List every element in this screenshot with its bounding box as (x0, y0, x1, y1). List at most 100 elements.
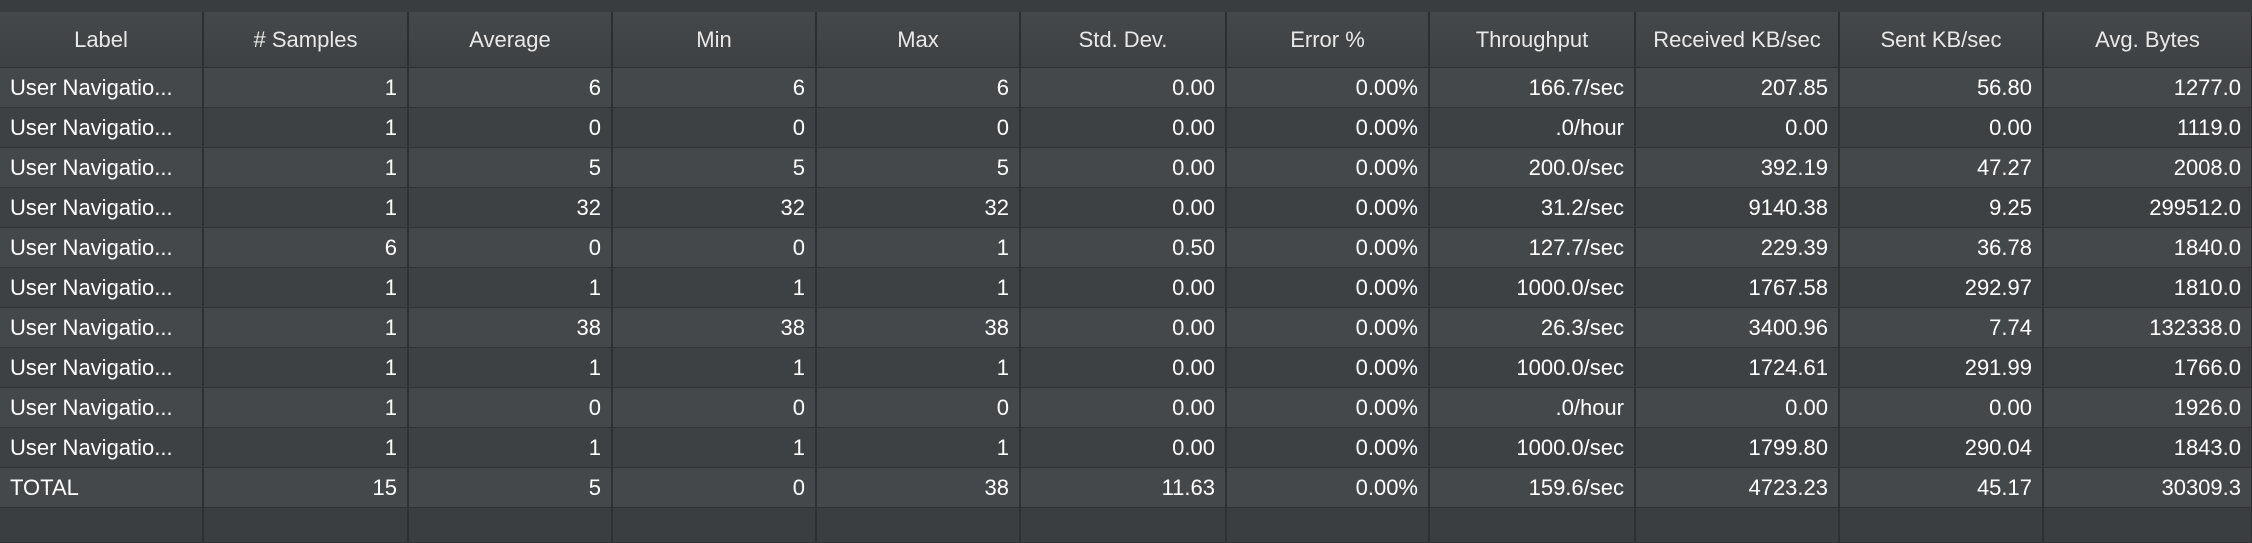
cell-samples[interactable]: 1 (203, 387, 409, 428)
cell-min[interactable]: 0 (612, 467, 817, 508)
cell-std-dev[interactable]: 0.00 (1020, 427, 1227, 468)
cell-error-percent[interactable]: 0.00% (1226, 267, 1430, 308)
cell-throughput[interactable]: 166.7/sec (1429, 67, 1636, 108)
cell-throughput[interactable]: 127.7/sec (1429, 227, 1636, 268)
cell-avg-bytes[interactable]: 1840.0 (2043, 227, 2252, 268)
cell-average[interactable]: 0 (408, 107, 613, 148)
cell-max[interactable]: 1 (816, 347, 1021, 388)
cell-samples[interactable]: 1 (203, 307, 409, 348)
cell-received-kb-sec[interactable]: 1724.61 (1635, 347, 1840, 388)
cell-error-percent[interactable]: 0.00% (1226, 387, 1430, 428)
cell-min[interactable]: 6 (612, 67, 817, 108)
cell-label[interactable]: User Navigatio... (0, 67, 204, 108)
cell-std-dev[interactable]: 0.00 (1020, 387, 1227, 428)
cell-throughput[interactable]: 159.6/sec (1429, 467, 1636, 508)
cell-sent-kb-sec[interactable]: 0.00 (1839, 107, 2044, 148)
cell-std-dev[interactable]: 11.63 (1020, 467, 1227, 508)
cell-samples[interactable]: 1 (203, 107, 409, 148)
cell-average[interactable]: 5 (408, 467, 613, 508)
cell-avg-bytes[interactable]: 132338.0 (2043, 307, 2252, 348)
table-row-total[interactable]: TOTAL 15 5 0 38 11.63 0.00% 159.6/sec 4723.23 45.… (0, 467, 2252, 508)
column-header-sent-kb-sec[interactable]: Sent KB/sec (1839, 12, 2044, 68)
cell-received-kb-sec[interactable]: 1799.80 (1635, 427, 1840, 468)
table-row[interactable]: User Navigatio... 1 38 38 38 0.00 0.00% 26.3/se… (0, 307, 2252, 348)
table-row[interactable]: User Navigatio... 1 6 6 6 0.00 0.00% 166.7/sec 2… (0, 67, 2252, 108)
cell-received-kb-sec[interactable]: 229.39 (1635, 227, 1840, 268)
table-row[interactable]: User Navigatio... 1 1 1 1 0.00 0.00% 1000.0/sec… (0, 347, 2252, 388)
cell-max[interactable]: 32 (816, 187, 1021, 228)
cell-label[interactable]: User Navigatio... (0, 267, 204, 308)
cell-average[interactable]: 32 (408, 187, 613, 228)
cell-received-kb-sec[interactable]: 392.19 (1635, 147, 1840, 188)
cell-max[interactable]: 0 (816, 107, 1021, 148)
cell-min[interactable]: 32 (612, 187, 817, 228)
cell-std-dev[interactable]: 0.50 (1020, 227, 1227, 268)
cell-min[interactable]: 0 (612, 387, 817, 428)
table-row[interactable]: User Navigatio... 1 0 0 0 0.00 0.00% .0/hour 0.0… (0, 107, 2252, 148)
cell-min[interactable]: 1 (612, 267, 817, 308)
cell-min[interactable]: 0 (612, 227, 817, 268)
cell-average[interactable]: 38 (408, 307, 613, 348)
column-header-error-percent[interactable]: Error % (1226, 12, 1430, 68)
cell-samples[interactable]: 1 (203, 427, 409, 468)
cell-std-dev[interactable]: 0.00 (1020, 307, 1227, 348)
cell-std-dev[interactable]: 0.00 (1020, 267, 1227, 308)
cell-avg-bytes[interactable]: 1119.0 (2043, 107, 2252, 148)
cell-min[interactable]: 1 (612, 347, 817, 388)
cell-throughput[interactable]: 26.3/sec (1429, 307, 1636, 348)
cell-sent-kb-sec[interactable]: 290.04 (1839, 427, 2044, 468)
cell-received-kb-sec[interactable]: 207.85 (1635, 67, 1840, 108)
table-row[interactable]: User Navigatio... 1 1 1 1 0.00 0.00% 1000.0/sec… (0, 427, 2252, 468)
cell-label[interactable]: User Navigatio... (0, 387, 204, 428)
cell-label[interactable]: User Navigatio... (0, 307, 204, 348)
cell-label[interactable]: User Navigatio... (0, 427, 204, 468)
cell-average[interactable]: 1 (408, 347, 613, 388)
cell-std-dev[interactable]: 0.00 (1020, 107, 1227, 148)
cell-sent-kb-sec[interactable]: 9.25 (1839, 187, 2044, 228)
table-row[interactable]: User Navigatio... 1 32 32 32 0.00 0.00% 31.2/se… (0, 187, 2252, 228)
column-header-label[interactable]: Label (0, 12, 204, 68)
cell-sent-kb-sec[interactable]: 45.17 (1839, 467, 2044, 508)
cell-sent-kb-sec[interactable]: 0.00 (1839, 387, 2044, 428)
cell-max[interactable]: 38 (816, 467, 1021, 508)
cell-throughput[interactable]: 1000.0/sec (1429, 427, 1636, 468)
cell-throughput[interactable]: 1000.0/sec (1429, 347, 1636, 388)
cell-sent-kb-sec[interactable]: 292.97 (1839, 267, 2044, 308)
cell-std-dev[interactable]: 0.00 (1020, 347, 1227, 388)
cell-avg-bytes[interactable]: 30309.3 (2043, 467, 2252, 508)
cell-avg-bytes[interactable]: 1277.0 (2043, 67, 2252, 108)
column-header-avg-bytes[interactable]: Avg. Bytes (2043, 12, 2252, 68)
cell-average[interactable]: 5 (408, 147, 613, 188)
cell-received-kb-sec[interactable]: 1767.58 (1635, 267, 1840, 308)
cell-average[interactable]: 6 (408, 67, 613, 108)
cell-max[interactable]: 1 (816, 427, 1021, 468)
cell-sent-kb-sec[interactable]: 36.78 (1839, 227, 2044, 268)
cell-average[interactable]: 0 (408, 387, 613, 428)
column-header-throughput[interactable]: Throughput (1429, 12, 1636, 68)
cell-throughput[interactable]: 31.2/sec (1429, 187, 1636, 228)
cell-received-kb-sec[interactable]: 0.00 (1635, 387, 1840, 428)
table-row[interactable]: User Navigatio... 1 1 1 1 0.00 0.00% 1000.0/sec… (0, 267, 2252, 308)
column-header-received-kb-sec[interactable]: Received KB/sec (1635, 12, 1840, 68)
column-header-samples[interactable]: # Samples (203, 12, 409, 68)
cell-label[interactable]: User Navigatio... (0, 227, 204, 268)
cell-min[interactable]: 5 (612, 147, 817, 188)
cell-throughput[interactable]: .0/hour (1429, 107, 1636, 148)
column-header-min[interactable]: Min (612, 12, 817, 68)
cell-avg-bytes[interactable]: 1810.0 (2043, 267, 2252, 308)
cell-max[interactable]: 1 (816, 267, 1021, 308)
cell-label[interactable]: User Navigatio... (0, 147, 204, 188)
cell-sent-kb-sec[interactable]: 7.74 (1839, 307, 2044, 348)
cell-std-dev[interactable]: 0.00 (1020, 187, 1227, 228)
cell-std-dev[interactable]: 0.00 (1020, 67, 1227, 108)
cell-avg-bytes[interactable]: 2008.0 (2043, 147, 2252, 188)
cell-throughput[interactable]: 200.0/sec (1429, 147, 1636, 188)
cell-min[interactable]: 38 (612, 307, 817, 348)
cell-min[interactable]: 1 (612, 427, 817, 468)
cell-samples[interactable]: 6 (203, 227, 409, 268)
cell-error-percent[interactable]: 0.00% (1226, 227, 1430, 268)
cell-error-percent[interactable]: 0.00% (1226, 147, 1430, 188)
cell-avg-bytes[interactable]: 1766.0 (2043, 347, 2252, 388)
column-header-max[interactable]: Max (816, 12, 1021, 68)
cell-received-kb-sec[interactable]: 4723.23 (1635, 467, 1840, 508)
